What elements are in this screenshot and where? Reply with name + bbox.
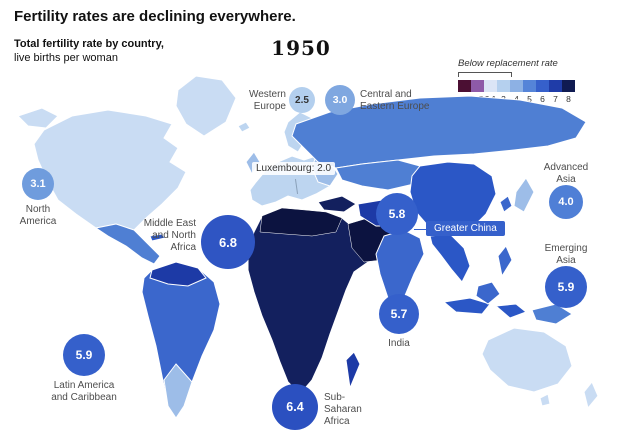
subtitle-regular: live births per woman: [14, 52, 118, 64]
region-iceland: [237, 121, 251, 133]
greater-china-badge: Greater China: [426, 221, 505, 236]
legend-stop-label: 4: [514, 94, 519, 104]
legend-stop-label: 5: [527, 94, 532, 104]
value-sub-saharan-africa: 6.4: [286, 400, 304, 414]
region-turkey: [317, 195, 357, 213]
value-latin-america: 5.9: [75, 348, 93, 362]
legend-stop-label: 6: [540, 94, 545, 104]
value-advanced-asia: 4.0: [558, 196, 574, 208]
region-label-central-eastern-europe: Central and Eastern Europe: [360, 89, 430, 112]
region-northern-south-america: [149, 261, 207, 287]
legend-swatch: [484, 80, 497, 92]
bubble-emerging-asia: 5.9: [545, 266, 587, 308]
region-label-latin-america: Latin America and Caribbean: [51, 380, 117, 403]
region-southeast-asia: [429, 233, 471, 283]
region-indonesia-west: [442, 297, 491, 315]
world-map: [17, 75, 599, 419]
legend-stop-label: 7: [553, 94, 558, 104]
region-label-north-america: North America: [19, 204, 57, 227]
legend-swatch: [536, 80, 549, 92]
bubble-india: 5.7: [379, 294, 419, 334]
value-central-eastern-europe: 3.0: [332, 94, 348, 106]
region-greenland: [175, 75, 237, 137]
bubble-western-europe: 2.5: [289, 87, 315, 113]
region-label-emerging-asia: Emerging Asia: [544, 243, 588, 266]
bubble-sub-saharan-africa: 6.4: [272, 384, 318, 430]
region-north-africa: [259, 207, 343, 237]
region-alaska: [17, 107, 59, 129]
year-label: 1950: [271, 36, 331, 60]
region-new-guinea: [531, 303, 573, 325]
region-tasmania: [539, 393, 551, 407]
bubble-north-america: 3.1: [22, 168, 54, 200]
region-philippines: [497, 245, 513, 278]
region-caribbean: [149, 233, 166, 242]
legend-swatch: [471, 80, 484, 92]
legend-swatch-row: [458, 80, 582, 92]
legend-swatch: [523, 80, 536, 92]
subtitle-bold: Total fertility rate by country,: [14, 38, 164, 50]
greater-china-connector-line: [414, 229, 428, 230]
region-label-advanced-asia: Advanced Asia: [543, 162, 589, 185]
bubble-mena: 6.8: [201, 215, 255, 269]
bubble-latin-america: 5.9: [63, 334, 105, 376]
region-southern-cone: [163, 363, 193, 419]
bubble-advanced-asia: 4.0: [549, 185, 583, 219]
luxembourg-callout: Luxembourg: 2.0: [252, 162, 336, 175]
bubble-central-eastern-europe: 3.0: [325, 85, 355, 115]
value-greater-china: 5.8: [388, 207, 406, 221]
region-label-mena: Middle East and North Africa: [143, 218, 196, 253]
below-replacement-bracket: [458, 72, 512, 77]
legend-stop-label: 8: [566, 94, 571, 104]
region-label-western-europe: Western Europe: [248, 89, 286, 112]
value-north-america: 3.1: [30, 178, 46, 190]
legend-swatch: [510, 80, 523, 92]
legend-swatch: [549, 80, 562, 92]
page-title: Fertility rates are declining everywhere…: [14, 8, 296, 25]
value-emerging-asia: 5.9: [557, 280, 575, 294]
legend-swatch: [562, 80, 575, 92]
below-replacement-note: Below replacement rate: [458, 58, 558, 69]
legend-swatch: [458, 80, 471, 92]
region-new-zealand: [583, 381, 599, 410]
region-japan: [513, 177, 535, 213]
region-label-sub-saharan-africa: Sub-Saharan Africa: [324, 392, 362, 427]
region-madagascar: [345, 351, 361, 390]
value-western-europe: 2.5: [295, 94, 309, 106]
value-india: 5.7: [390, 307, 408, 321]
region-indonesia-east: [494, 303, 527, 319]
region-central-america: [94, 223, 161, 265]
region-label-india: India: [388, 338, 410, 349]
value-mena: 6.8: [218, 234, 238, 250]
region-korea: [499, 195, 513, 213]
region-borneo: [475, 281, 501, 305]
legend-swatch: [497, 80, 510, 92]
region-australia: [481, 327, 573, 393]
bubble-greater-china: 5.8: [376, 193, 418, 235]
